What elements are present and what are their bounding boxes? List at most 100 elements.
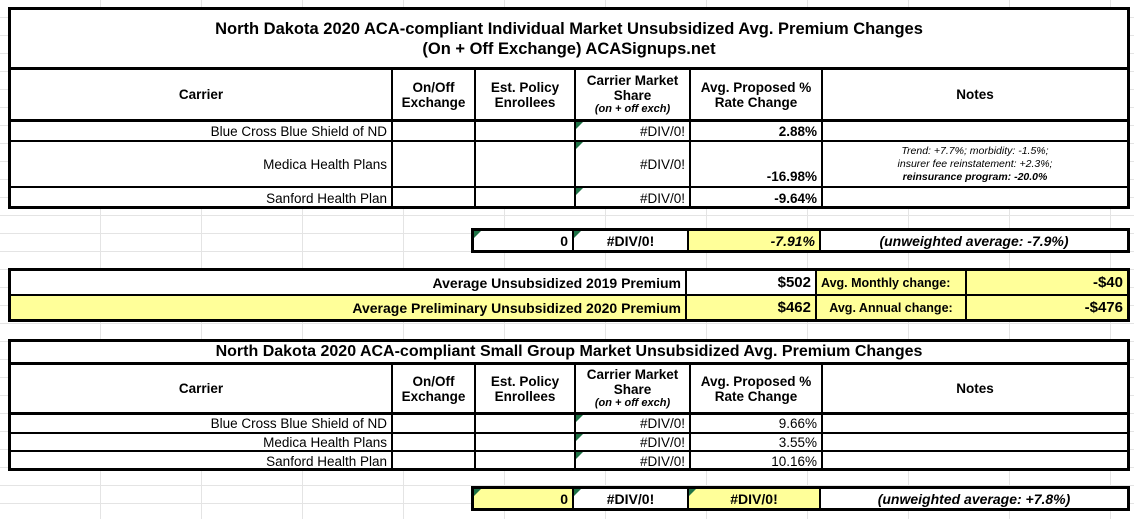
cell-enrollees[interactable] bbox=[476, 122, 576, 140]
individual-totals-row: 0 #DIV/0! -7.91% (unweighted average: -7… bbox=[471, 228, 1130, 253]
total-market-share-cell[interactable]: #DIV/0! bbox=[574, 489, 689, 508]
cell-carrier[interactable]: Blue Cross Blue Shield of ND bbox=[11, 415, 393, 432]
cell-enrollees[interactable] bbox=[476, 188, 576, 209]
cell-market-share[interactable]: #DIV/0! bbox=[576, 452, 691, 471]
small-group-totals-row: 0 #DIV/0! #DIV/0! (unweighted average: +… bbox=[471, 486, 1130, 511]
cell-rate-change[interactable]: -16.98% bbox=[691, 142, 823, 186]
cell-rate-change[interactable]: 10.16% bbox=[691, 452, 823, 471]
title-line-2: (On + Off Exchange) ACASignups.net bbox=[422, 39, 716, 58]
totals-row: 0 #DIV/0! -7.91% (unweighted average: -7… bbox=[474, 231, 1127, 250]
cell-notes[interactable]: Trend: +7.7%; morbidity: -1.5%; insurer … bbox=[823, 142, 1127, 186]
error-indicator-icon bbox=[576, 122, 583, 129]
cell-exchange[interactable] bbox=[393, 415, 476, 432]
error-indicator-icon bbox=[574, 489, 581, 496]
rate-filing-notes: Trend: +7.7%; morbidity: -1.5%; insurer … bbox=[827, 145, 1123, 184]
error-indicator-icon bbox=[576, 434, 583, 441]
cell-carrier[interactable]: Medica Health Plans bbox=[11, 142, 393, 186]
cell-carrier[interactable]: Medica Health Plans bbox=[11, 434, 393, 450]
monthly-change-value[interactable]: -$40 bbox=[967, 271, 1127, 294]
summary-row: Average Preliminary Unsubsidized 2020 Pr… bbox=[11, 296, 1127, 319]
cell-rate-change[interactable]: 9.66% bbox=[691, 415, 823, 432]
header-exchange[interactable]: On/Off Exchange bbox=[393, 70, 476, 119]
unweighted-average-note[interactable]: (unweighted average: +7.8%) bbox=[877, 490, 1071, 507]
header-market-share[interactable]: Carrier Market Share (on + off exch) bbox=[576, 70, 691, 119]
individual-table-title[interactable]: North Dakota 2020 ACA-compliant Individu… bbox=[11, 10, 1127, 70]
header-rate-change[interactable]: Avg. Proposed % Rate Change bbox=[691, 365, 823, 412]
note-line: reinsurance program: -20.0% bbox=[902, 170, 1048, 183]
premium-2020-label[interactable]: Average Preliminary Unsubsidized 2020 Pr… bbox=[11, 296, 687, 319]
premium-2019-value[interactable]: $502 bbox=[687, 271, 817, 294]
header-carrier[interactable]: Carrier bbox=[11, 70, 393, 119]
header-market-share[interactable]: Carrier Market Share (on + off exch) bbox=[576, 365, 691, 412]
cell-rate-change[interactable]: 3.55% bbox=[691, 434, 823, 450]
small-group-table-title[interactable]: North Dakota 2020 ACA-compliant Small Gr… bbox=[11, 342, 1127, 365]
cell-market-share[interactable]: #DIV/0! bbox=[576, 434, 691, 450]
small-group-header-row: Carrier On/Off Exchange Est. Policy Enro… bbox=[11, 365, 1127, 415]
header-notes[interactable]: Notes bbox=[956, 87, 994, 102]
error-indicator-icon bbox=[576, 415, 583, 422]
error-indicator-icon bbox=[474, 231, 481, 238]
cell-carrier[interactable]: Blue Cross Blue Shield of ND bbox=[11, 122, 393, 140]
header-market-share-subtext: (on + off exch) bbox=[594, 397, 671, 409]
summary-row: Average Unsubsidized 2019 Premium $502 A… bbox=[11, 271, 1127, 296]
header-carrier[interactable]: Carrier bbox=[11, 365, 393, 412]
cell-carrier[interactable]: Sanford Health Plan bbox=[11, 452, 393, 471]
total-market-share-cell[interactable]: #DIV/0! bbox=[574, 231, 689, 250]
individual-header-row: Carrier On/Off Exchange Est. Policy Enro… bbox=[11, 70, 1127, 122]
cell-rate-change[interactable]: 2.88% bbox=[691, 122, 823, 140]
cell-market-share[interactable]: #DIV/0! bbox=[576, 142, 691, 186]
cell-notes[interactable] bbox=[823, 415, 1127, 432]
title-line-1: North Dakota 2020 ACA-compliant Small Gr… bbox=[215, 343, 923, 360]
total-enrollees-cell[interactable]: 0 bbox=[474, 231, 574, 250]
cell-market-share[interactable]: #DIV/0! bbox=[576, 188, 691, 209]
cell-enrollees[interactable] bbox=[476, 434, 576, 450]
cell-notes[interactable] bbox=[823, 122, 1127, 140]
premium-2020-value[interactable]: $462 bbox=[687, 296, 817, 319]
note-line: insurer fee reinstatement: +2.3%; bbox=[897, 157, 1053, 170]
cell-notes[interactable] bbox=[823, 188, 1127, 209]
total-rate-change-cell[interactable]: -7.91% bbox=[689, 231, 821, 250]
total-enrollees-cell[interactable]: 0 bbox=[474, 489, 574, 508]
cell-market-share[interactable]: #DIV/0! bbox=[576, 122, 691, 140]
cell-enrollees[interactable] bbox=[476, 452, 576, 471]
cell-notes[interactable] bbox=[823, 434, 1127, 450]
header-enrollees[interactable]: Est. Policy Enrollees bbox=[476, 70, 576, 119]
header-rate-change[interactable]: Avg. Proposed % Rate Change bbox=[691, 70, 823, 119]
cell-market-share[interactable]: #DIV/0! bbox=[576, 415, 691, 432]
cell-exchange[interactable] bbox=[393, 452, 476, 471]
table-row: Medica Health Plans #DIV/0! 3.55% bbox=[11, 434, 1127, 452]
error-indicator-icon bbox=[576, 142, 583, 149]
cell-exchange[interactable] bbox=[393, 434, 476, 450]
cell-exchange[interactable] bbox=[393, 142, 476, 186]
error-indicator-icon bbox=[576, 452, 583, 459]
individual-market-table: North Dakota 2020 ACA-compliant Individu… bbox=[8, 7, 1130, 209]
premium-2019-label[interactable]: Average Unsubsidized 2019 Premium bbox=[11, 271, 687, 294]
table-row: Blue Cross Blue Shield of ND #DIV/0! 9.6… bbox=[11, 415, 1127, 434]
header-market-share-subtext: (on + off exch) bbox=[594, 103, 671, 115]
unweighted-average-note[interactable]: (unweighted average: -7.9%) bbox=[879, 232, 1069, 249]
title-line-1: North Dakota 2020 ACA-compliant Individu… bbox=[215, 19, 923, 38]
small-group-table: North Dakota 2020 ACA-compliant Small Gr… bbox=[8, 339, 1130, 471]
total-rate-change-cell[interactable]: #DIV/0! bbox=[689, 489, 821, 508]
table-row: Medica Health Plans #DIV/0! -16.98% Tren… bbox=[11, 142, 1127, 188]
header-exchange[interactable]: On/Off Exchange bbox=[393, 365, 476, 412]
cell-rate-change[interactable]: -9.64% bbox=[691, 188, 823, 209]
monthly-change-label[interactable]: Avg. Monthly change: bbox=[817, 271, 967, 294]
header-notes[interactable]: Notes bbox=[956, 381, 994, 396]
error-indicator-icon bbox=[574, 231, 581, 238]
cell-enrollees[interactable] bbox=[476, 415, 576, 432]
header-enrollees[interactable]: Est. Policy Enrollees bbox=[476, 365, 576, 412]
cell-carrier[interactable]: Sanford Health Plan bbox=[11, 188, 393, 209]
table-row: Sanford Health Plan #DIV/0! -9.64% bbox=[11, 188, 1127, 209]
cell-exchange[interactable] bbox=[393, 188, 476, 209]
table-row: Sanford Health Plan #DIV/0! 10.16% bbox=[11, 452, 1127, 471]
cell-enrollees[interactable] bbox=[476, 142, 576, 186]
totals-row: 0 #DIV/0! #DIV/0! (unweighted average: +… bbox=[474, 489, 1127, 508]
annual-change-label[interactable]: Avg. Annual change: bbox=[817, 296, 967, 319]
error-indicator-icon bbox=[474, 489, 481, 496]
error-indicator-icon bbox=[576, 188, 583, 195]
annual-change-value[interactable]: -$476 bbox=[967, 296, 1127, 319]
cell-notes[interactable] bbox=[823, 452, 1127, 471]
cell-exchange[interactable] bbox=[393, 122, 476, 140]
